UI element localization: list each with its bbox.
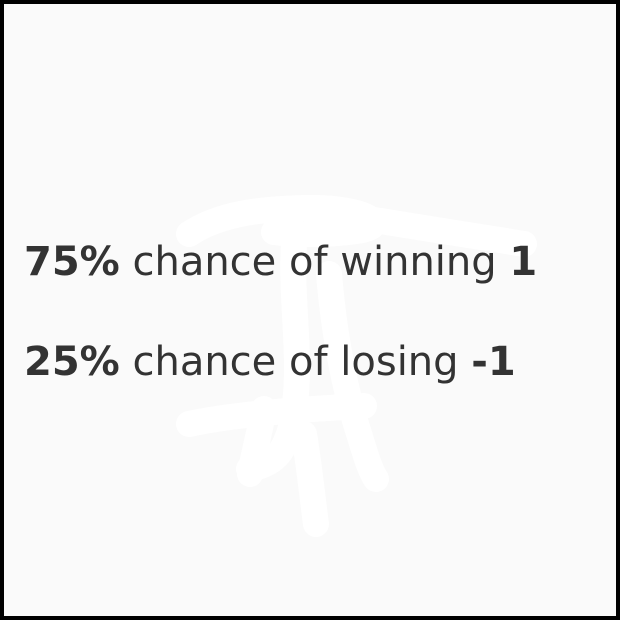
win-description: chance of winning [132, 239, 497, 285]
win-probability: 75% [24, 239, 120, 285]
lose-probability: 25% [24, 339, 120, 385]
background-scribble-mark [176, 194, 537, 537]
win-payoff: 1 [509, 239, 538, 285]
win-option-line: 75% chance of winning 1 [24, 242, 537, 282]
lose-payoff: -1 [471, 339, 516, 385]
lose-option-line: 25% chance of losing -1 [24, 342, 516, 382]
lose-description: chance of losing [132, 339, 459, 385]
